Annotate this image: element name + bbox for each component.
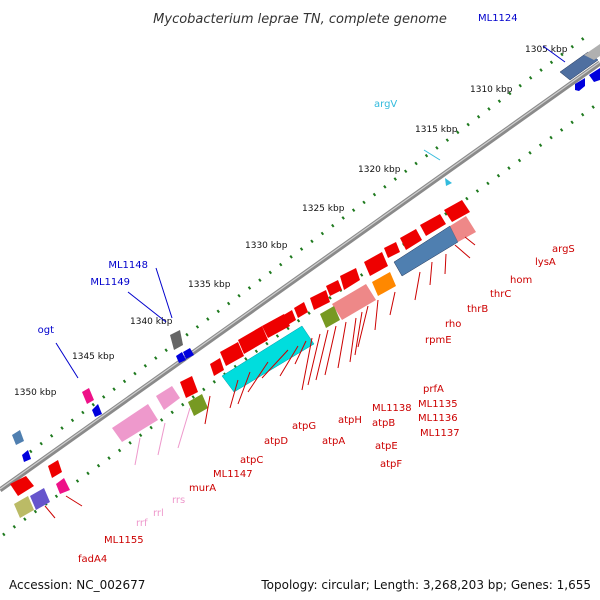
gene-label-prfa: prfA bbox=[423, 384, 444, 395]
leader-line bbox=[65, 495, 83, 507]
kbp-label: 1330 kbp bbox=[245, 241, 288, 251]
leader-line bbox=[354, 311, 363, 356]
leader-line bbox=[315, 329, 329, 381]
gene-label-thrc: thrC bbox=[490, 289, 511, 300]
gene-label-atpd: atpD bbox=[264, 436, 288, 447]
gene-label-lysa: lysA bbox=[535, 257, 556, 268]
leader-line bbox=[464, 236, 476, 246]
leader-line bbox=[237, 371, 251, 405]
feature-cluster-atp bbox=[210, 268, 376, 393]
kbp-label: 1305 kbp bbox=[525, 45, 568, 55]
leader-line bbox=[294, 340, 307, 365]
backbone-highlight bbox=[0, 61, 600, 490]
gene-label-rrf: rrf bbox=[136, 518, 148, 529]
leader-line bbox=[423, 149, 441, 161]
leader-line bbox=[247, 361, 269, 393]
gene-label-thrb: thrB bbox=[467, 304, 488, 315]
gene-label-ml1147: ML1147 bbox=[213, 469, 253, 480]
kbp-label: 1315 kbp bbox=[415, 125, 458, 135]
accession-text: Accession: NC_002677 bbox=[9, 578, 146, 592]
leader-line bbox=[44, 505, 56, 519]
leader-line bbox=[177, 407, 191, 449]
leader-line bbox=[324, 325, 337, 376]
feature-argV bbox=[445, 178, 452, 186]
leader-line bbox=[429, 261, 433, 286]
leader-line bbox=[542, 45, 566, 63]
leader-line bbox=[204, 395, 211, 425]
map-title: Mycobacterium leprae TN, complete genome bbox=[153, 12, 447, 27]
features-trna-blue bbox=[12, 330, 194, 462]
topology-text: Topology: circular; Length: 3,268,203 bp… bbox=[261, 578, 591, 592]
gene-label-atpg: atpG bbox=[292, 421, 316, 432]
leader-line bbox=[307, 333, 321, 386]
gene-label-ml1124: ML1124 bbox=[478, 13, 518, 24]
leader-line bbox=[374, 299, 379, 331]
kbp-label: 1310 kbp bbox=[470, 85, 513, 95]
leader-line bbox=[337, 321, 347, 369]
kbp-label: 1320 kbp bbox=[358, 165, 401, 175]
feature-cluster-thr bbox=[364, 200, 476, 296]
leader-line bbox=[454, 244, 471, 259]
leader-line bbox=[444, 253, 447, 275]
forward-tick-row bbox=[29, 30, 593, 454]
gene-label-fada4: fadA4 bbox=[78, 554, 107, 565]
gene-label-atpf: atpF bbox=[380, 459, 402, 470]
gene-label-atpa: atpA bbox=[322, 436, 345, 447]
gene-label-ml1155: ML1155 bbox=[104, 535, 144, 546]
leader-line bbox=[261, 349, 289, 379]
gene-label-ml1136: ML1136 bbox=[418, 413, 458, 424]
kbp-label: 1350 kbp bbox=[14, 388, 57, 398]
gene-label-ml1137: ML1137 bbox=[420, 428, 460, 439]
gene-label-hom: hom bbox=[510, 275, 532, 286]
gene-label-argv: argV bbox=[374, 99, 397, 110]
leader-line bbox=[279, 345, 299, 377]
leader-line bbox=[389, 291, 396, 316]
gene-label-mura: murA bbox=[189, 483, 216, 494]
leader-line bbox=[229, 379, 239, 409]
kbp-label: 1335 kbp bbox=[188, 280, 231, 290]
feature-ML1124 bbox=[559, 44, 600, 91]
leader-line bbox=[155, 267, 173, 319]
leader-line bbox=[349, 317, 357, 363]
gene-label-rho: rho bbox=[445, 319, 461, 330]
kbp-label: 1340 kbp bbox=[130, 317, 173, 327]
gene-label-atpb: atpB bbox=[372, 418, 395, 429]
gene-label-ml1135: ML1135 bbox=[418, 399, 458, 410]
gene-label-atpe: atpE bbox=[375, 441, 398, 452]
leader-line bbox=[127, 291, 167, 323]
feature-cluster-rrn bbox=[10, 376, 208, 518]
gene-label-ogt: ogt bbox=[38, 325, 54, 336]
leader-line bbox=[55, 342, 79, 379]
leader-line bbox=[134, 437, 141, 466]
gene-label-ml1148: ML1148 bbox=[108, 260, 148, 271]
gene-label-ml1149: ML1149 bbox=[90, 277, 130, 288]
kbp-label: 1325 kbp bbox=[302, 204, 345, 214]
leader-line bbox=[301, 337, 313, 391]
gene-label-rrl: rrl bbox=[153, 508, 164, 519]
gene-label-rpme: rpmE bbox=[425, 335, 452, 346]
leader-line bbox=[357, 305, 369, 348]
gene-label-atph: atpH bbox=[338, 415, 362, 426]
gene-label-ml1138: ML1138 bbox=[372, 403, 412, 414]
gene-label-args: argS bbox=[552, 244, 575, 255]
leader-line bbox=[414, 271, 421, 301]
leader-line bbox=[157, 422, 166, 456]
gene-label-rrs: rrs bbox=[172, 495, 185, 506]
reverse-tick-row bbox=[2, 103, 597, 537]
kbp-label: 1345 kbp bbox=[72, 352, 115, 362]
backbone bbox=[0, 60, 600, 493]
gene-label-atpc: atpC bbox=[240, 455, 263, 466]
